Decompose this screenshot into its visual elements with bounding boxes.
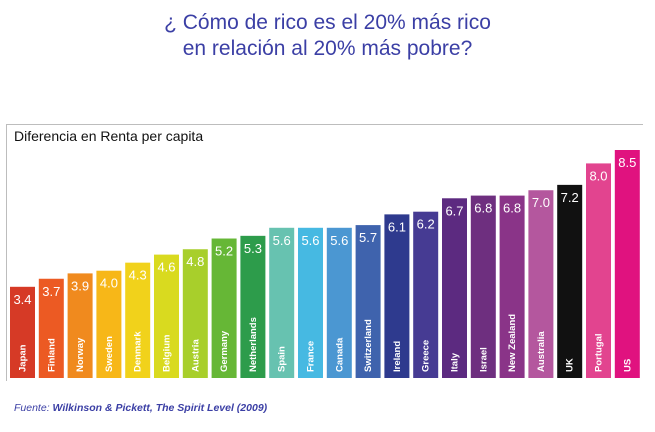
bar-value-label: 4.8 — [186, 254, 204, 269]
bar-france — [298, 227, 323, 378]
bar-denmark — [125, 262, 151, 378]
bar-value-label: 3.7 — [42, 284, 60, 299]
category-label: UK — [565, 358, 576, 372]
category-label: Israel — [478, 347, 489, 372]
bar-greece — [413, 211, 439, 378]
category-label: Netherlands — [248, 317, 259, 372]
bar-value-label: 3.9 — [71, 278, 89, 293]
bar-value-label: 5.3 — [244, 241, 262, 256]
category-label: New Zealand — [507, 314, 518, 372]
bar-value-label: 6.2 — [417, 217, 435, 232]
source-note: Fuente: Wilkinson & Pickett, The Spirit … — [14, 402, 267, 414]
bar-value-label: 5.6 — [330, 233, 348, 248]
bar-value-label: 5.2 — [215, 244, 233, 259]
bar-germany — [211, 238, 237, 378]
bar-new-zealand — [499, 195, 525, 378]
category-label: Austria — [190, 339, 201, 372]
bar-value-label: 5.6 — [273, 233, 291, 248]
bar-value-label: 4.6 — [157, 260, 175, 275]
bar-italy — [442, 198, 467, 378]
bar-value-label: 6.7 — [445, 203, 463, 218]
category-label: Switzerland — [363, 319, 374, 372]
bar-value-label: 7.2 — [561, 190, 579, 205]
source-text: Wilkinson & Pickett, The Spirit Level (2… — [52, 402, 268, 414]
bar-spain — [269, 227, 295, 378]
bar-value-label: 5.6 — [301, 233, 319, 248]
bar-austria — [182, 249, 208, 378]
category-label: Canada — [334, 337, 345, 372]
bar-us — [614, 150, 640, 378]
bar-australia — [528, 190, 554, 378]
bar-value-label: 6.8 — [503, 201, 521, 216]
bar-sweden — [96, 270, 122, 378]
bar-portugal — [586, 163, 611, 378]
source-prefix: Fuente: — [14, 402, 50, 414]
category-label: Ireland — [392, 341, 403, 372]
bar-value-label: 4.3 — [129, 268, 147, 283]
category-label: Japan — [18, 344, 29, 372]
bar-switzerland — [355, 225, 381, 378]
category-label: Denmark — [133, 331, 144, 372]
category-label: Australia — [536, 331, 547, 372]
chart-frame — [6, 124, 643, 381]
category-label: Germany — [219, 330, 230, 372]
bar-value-label: 3.4 — [13, 292, 31, 307]
category-label: Sweden — [104, 336, 115, 372]
bar-israel — [470, 195, 496, 378]
chart-subtitle: Diferencia en Renta per capita — [14, 128, 204, 144]
bar-value-label: 5.7 — [359, 230, 377, 245]
chart-title: ¿ Cómo de rico es el 20% más rico en rel… — [0, 10, 655, 62]
bar-value-label: 8.0 — [589, 168, 607, 183]
bar-ireland — [384, 214, 410, 378]
bar-norway — [67, 273, 93, 378]
title-line-2: en relación al 20% más pobre? — [182, 37, 473, 60]
bar-uk — [557, 184, 583, 378]
bar-value-label: 7.0 — [532, 195, 550, 210]
bar-japan — [10, 286, 35, 378]
bar-finland — [38, 278, 64, 378]
bar-value-label: 6.1 — [388, 219, 406, 234]
category-label: Portugal — [594, 333, 605, 372]
category-label: Italy — [450, 352, 461, 372]
bar-netherlands — [240, 235, 266, 378]
bar-value-label: 8.5 — [618, 155, 636, 170]
category-label: Belgium — [162, 335, 173, 372]
category-label: US — [622, 359, 633, 372]
bar-canada — [326, 227, 352, 378]
bar-value-label: 4.0 — [100, 276, 118, 291]
bar-belgium — [154, 254, 179, 378]
category-label: Greece — [421, 340, 432, 372]
bar-value-label: 6.8 — [474, 201, 492, 216]
title-line-1: ¿ Cómo de rico es el 20% más rico — [164, 11, 491, 34]
category-label: Norway — [75, 337, 86, 372]
category-label: Spain — [277, 346, 288, 372]
category-label: Finland — [46, 338, 57, 372]
category-label: France — [306, 341, 317, 372]
